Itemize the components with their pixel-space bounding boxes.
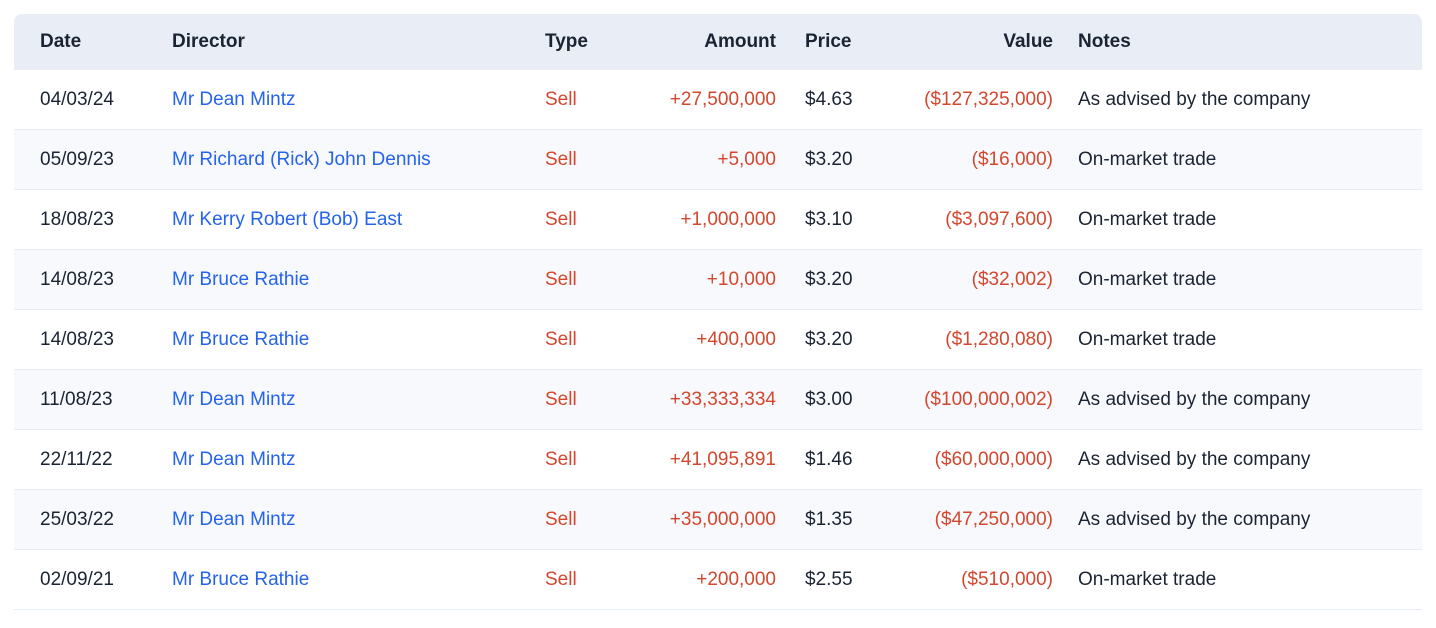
- price-cell: $1.35: [805, 508, 853, 530]
- price-cell: $3.00: [805, 388, 853, 410]
- date-cell: 25/03/22: [40, 508, 114, 530]
- value-cell: ($60,000,000): [934, 448, 1053, 470]
- date-cell: 14/08/23: [40, 268, 114, 290]
- value-cell: ($510,000): [961, 568, 1053, 590]
- value-cell: ($32,002): [971, 268, 1053, 290]
- date-cell: 02/09/21: [40, 568, 114, 590]
- price-cell: $3.20: [805, 328, 853, 350]
- date-cell: 05/09/23: [40, 148, 114, 170]
- notes-cell: On-market trade: [1078, 568, 1217, 590]
- notes-cell: On-market trade: [1078, 268, 1217, 290]
- trade-type-cell: Sell: [545, 208, 577, 230]
- trade-type-cell: Sell: [545, 328, 577, 350]
- trade-type-cell: Sell: [545, 88, 577, 110]
- amount-cell: +1,000,000: [680, 208, 776, 230]
- price-cell: $3.20: [805, 268, 853, 290]
- date-cell: 11/08/23: [40, 388, 113, 410]
- column-header-type: Type: [545, 14, 645, 70]
- trade-type-cell: Sell: [545, 508, 577, 530]
- value-cell: ($1,280,080): [945, 328, 1053, 350]
- column-header-date: Date: [14, 14, 172, 70]
- trade-type-cell: Sell: [545, 268, 577, 290]
- notes-cell: As advised by the company: [1078, 88, 1311, 110]
- director-link[interactable]: Mr Dean Mintz: [172, 88, 296, 110]
- price-cell: $1.46: [805, 448, 853, 470]
- date-cell: 04/03/24: [40, 88, 114, 110]
- table-row: 14/08/23 Mr Bruce Rathie Sell +10,000 $3…: [14, 250, 1422, 310]
- director-link[interactable]: Mr Bruce Rathie: [172, 568, 310, 590]
- table-row: 18/08/23 Mr Kerry Robert (Bob) East Sell…: [14, 190, 1422, 250]
- notes-cell: On-market trade: [1078, 208, 1217, 230]
- date-cell: 18/08/23: [40, 208, 114, 230]
- table-row: 14/08/23 Mr Bruce Rathie Sell +400,000 $…: [14, 310, 1422, 370]
- director-link[interactable]: Mr Bruce Rathie: [172, 328, 310, 350]
- column-header-amount: Amount: [645, 14, 776, 70]
- trade-type-cell: Sell: [545, 148, 577, 170]
- director-link[interactable]: Mr Dean Mintz: [172, 448, 296, 470]
- value-cell: ($47,250,000): [934, 508, 1053, 530]
- notes-cell: As advised by the company: [1078, 448, 1311, 470]
- notes-cell: As advised by the company: [1078, 388, 1311, 410]
- table-row: 11/08/23 Mr Dean Mintz Sell +33,333,334 …: [14, 370, 1422, 430]
- date-cell: 22/11/22: [40, 448, 113, 470]
- column-header-value: Value: [886, 14, 1053, 70]
- price-cell: $4.63: [805, 88, 853, 110]
- amount-cell: +35,000,000: [669, 508, 776, 530]
- director-link[interactable]: Mr Bruce Rathie: [172, 268, 310, 290]
- price-cell: $3.10: [805, 208, 853, 230]
- price-cell: $3.20: [805, 148, 853, 170]
- table-row: 04/03/24 Mr Dean Mintz Sell +27,500,000 …: [14, 70, 1422, 130]
- price-cell: $2.55: [805, 568, 853, 590]
- column-header-price: Price: [776, 14, 886, 70]
- director-link[interactable]: Mr Richard (Rick) John Dennis: [172, 148, 431, 170]
- value-cell: ($3,097,600): [945, 208, 1053, 230]
- amount-cell: +400,000: [696, 328, 776, 350]
- trade-type-cell: Sell: [545, 568, 577, 590]
- director-link[interactable]: Mr Dean Mintz: [172, 388, 296, 410]
- amount-cell: +33,333,334: [669, 388, 776, 410]
- column-header-director: Director: [172, 14, 545, 70]
- amount-cell: +41,095,891: [669, 448, 776, 470]
- director-link[interactable]: Mr Dean Mintz: [172, 508, 296, 530]
- value-cell: ($127,325,000): [924, 88, 1053, 110]
- table-row: 22/11/22 Mr Dean Mintz Sell +41,095,891 …: [14, 430, 1422, 490]
- amount-cell: +5,000: [717, 148, 776, 170]
- table-row: 25/03/22 Mr Dean Mintz Sell +35,000,000 …: [14, 490, 1422, 550]
- trade-type-cell: Sell: [545, 448, 577, 470]
- column-header-notes: Notes: [1053, 14, 1422, 70]
- notes-cell: On-market trade: [1078, 328, 1217, 350]
- amount-cell: +10,000: [706, 268, 776, 290]
- amount-cell: +27,500,000: [669, 88, 776, 110]
- director-transactions-table: Date Director Type Amount Price Value No…: [14, 14, 1422, 610]
- trade-type-cell: Sell: [545, 388, 577, 410]
- table-row: 05/09/23 Mr Richard (Rick) John Dennis S…: [14, 130, 1422, 190]
- notes-cell: As advised by the company: [1078, 508, 1311, 530]
- amount-cell: +200,000: [696, 568, 776, 590]
- date-cell: 14/08/23: [40, 328, 114, 350]
- value-cell: ($100,000,002): [924, 388, 1053, 410]
- director-link[interactable]: Mr Kerry Robert (Bob) East: [172, 208, 403, 230]
- value-cell: ($16,000): [971, 148, 1053, 170]
- table-header-row: Date Director Type Amount Price Value No…: [14, 14, 1422, 70]
- table-row: 02/09/21 Mr Bruce Rathie Sell +200,000 $…: [14, 550, 1422, 610]
- notes-cell: On-market trade: [1078, 148, 1217, 170]
